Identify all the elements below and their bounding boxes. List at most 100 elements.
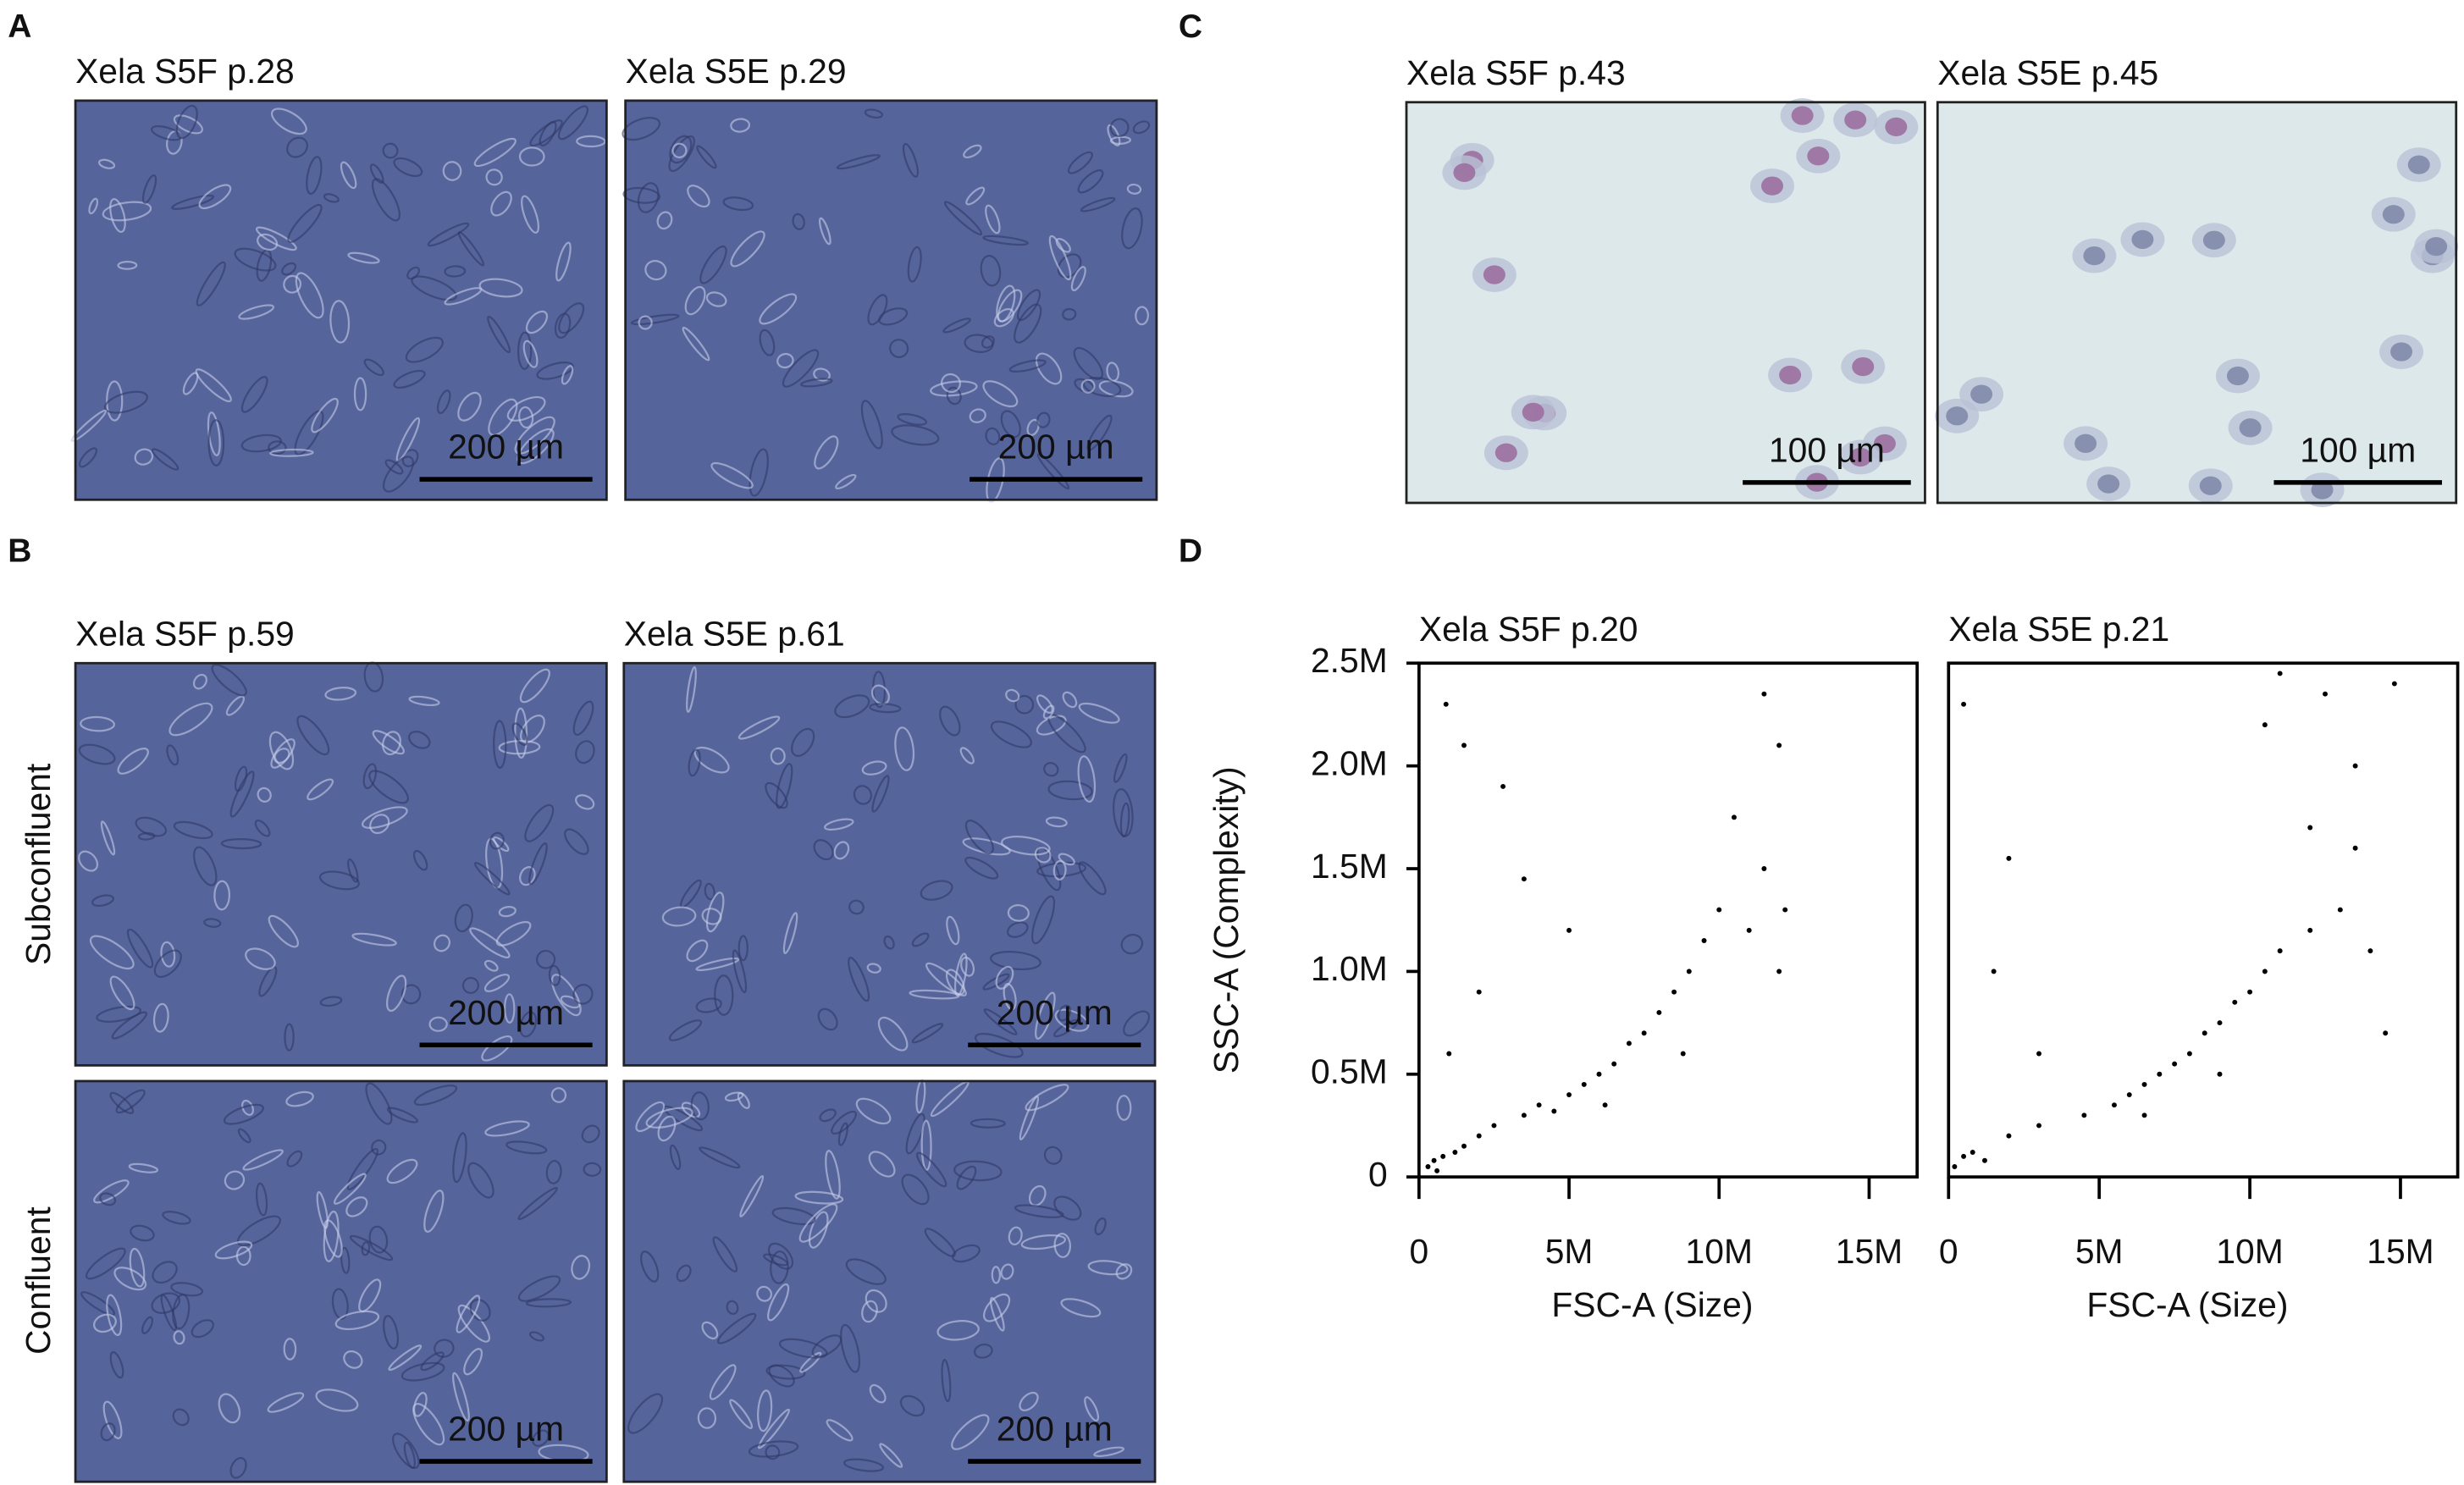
cell [699,1146,741,1169]
cell [268,440,287,455]
cell [1016,289,1041,322]
cell [1003,982,1017,1011]
cell [686,939,709,963]
point [1602,1102,1608,1108]
point [2367,948,2373,954]
cell [1026,418,1040,436]
cell [236,1215,281,1247]
cell [964,856,999,880]
cell [1080,378,1096,394]
cell [504,993,516,1024]
micrograph [74,1079,608,1483]
cell [102,201,152,222]
nucleus [2382,205,2405,224]
cell [889,339,909,358]
cell [401,984,422,1005]
cell [682,326,710,362]
cell [96,1005,142,1023]
cell [705,892,725,933]
cell [153,949,182,978]
cell [819,1108,837,1123]
cell [258,966,278,997]
cell [714,974,734,1016]
cell [960,956,975,977]
x-tick-label: 15M [2367,1232,2434,1271]
cell [686,665,697,713]
point [2202,1030,2207,1036]
cell [519,1011,538,1038]
cell [808,1211,829,1249]
nucleus [2075,433,2097,453]
cell [622,116,661,141]
cell [170,1282,204,1297]
cell [550,1087,567,1103]
cell [1020,1234,1067,1250]
cell [899,1394,925,1417]
cell [294,410,324,456]
scale-bar-label: 200 µm [997,993,1113,1032]
cell [759,293,798,325]
cell [270,738,296,769]
cell [1036,453,1070,490]
cell [1036,411,1051,428]
cell [897,412,928,426]
point [1566,1092,1572,1098]
cell [843,1458,884,1472]
cell [257,787,272,803]
cell [150,125,182,141]
x-axis-label: FSC-A (Size) [1551,1285,1753,1324]
cell [473,137,517,168]
cell [536,361,574,380]
image-frame [1405,101,1926,505]
cell [661,906,697,927]
cell [799,1351,822,1373]
cell [351,932,397,947]
cell [406,266,421,280]
cell [524,803,555,842]
cell [924,1228,956,1257]
cell [877,1016,909,1052]
cell [956,1165,977,1190]
cell [152,1261,178,1284]
scale-bar-label: 200 µm [448,993,564,1032]
y-tick-label: 2.5M [1311,641,1388,680]
point [1440,1153,1446,1159]
cell [511,722,528,746]
point [2141,1081,2147,1087]
point [1961,1153,1967,1159]
cell [941,373,961,394]
cell [382,731,401,756]
cell [1008,359,1047,373]
cell [716,1312,757,1344]
point [1970,1150,1975,1155]
cell [1126,183,1142,195]
cell [129,1247,146,1288]
plot-frame [1417,661,1920,1179]
nucleus [2199,476,2222,495]
cell [1043,1145,1063,1165]
cell [1055,237,1071,253]
cell [765,781,788,809]
cell [813,367,831,382]
cell [581,1124,600,1144]
scale-bar-label: 100 µm [1769,430,1885,469]
cell [635,1101,666,1133]
cell [1084,1396,1100,1422]
point [2277,948,2283,954]
x-tick-label: 5M [1545,1232,1594,1271]
cell [909,989,960,1000]
cell [172,1408,190,1427]
y-tick-label: 1.0M [1311,949,1388,988]
cell [1115,1263,1133,1280]
cell [791,727,815,757]
cell [739,1174,765,1217]
cell [361,1240,371,1256]
cell [1043,761,1059,777]
cell [1135,306,1149,326]
cell [1000,1263,1014,1280]
image-frame [622,1079,1157,1483]
cell [487,315,511,354]
point [1521,1112,1527,1118]
cell [283,274,302,294]
cell [1132,120,1151,135]
